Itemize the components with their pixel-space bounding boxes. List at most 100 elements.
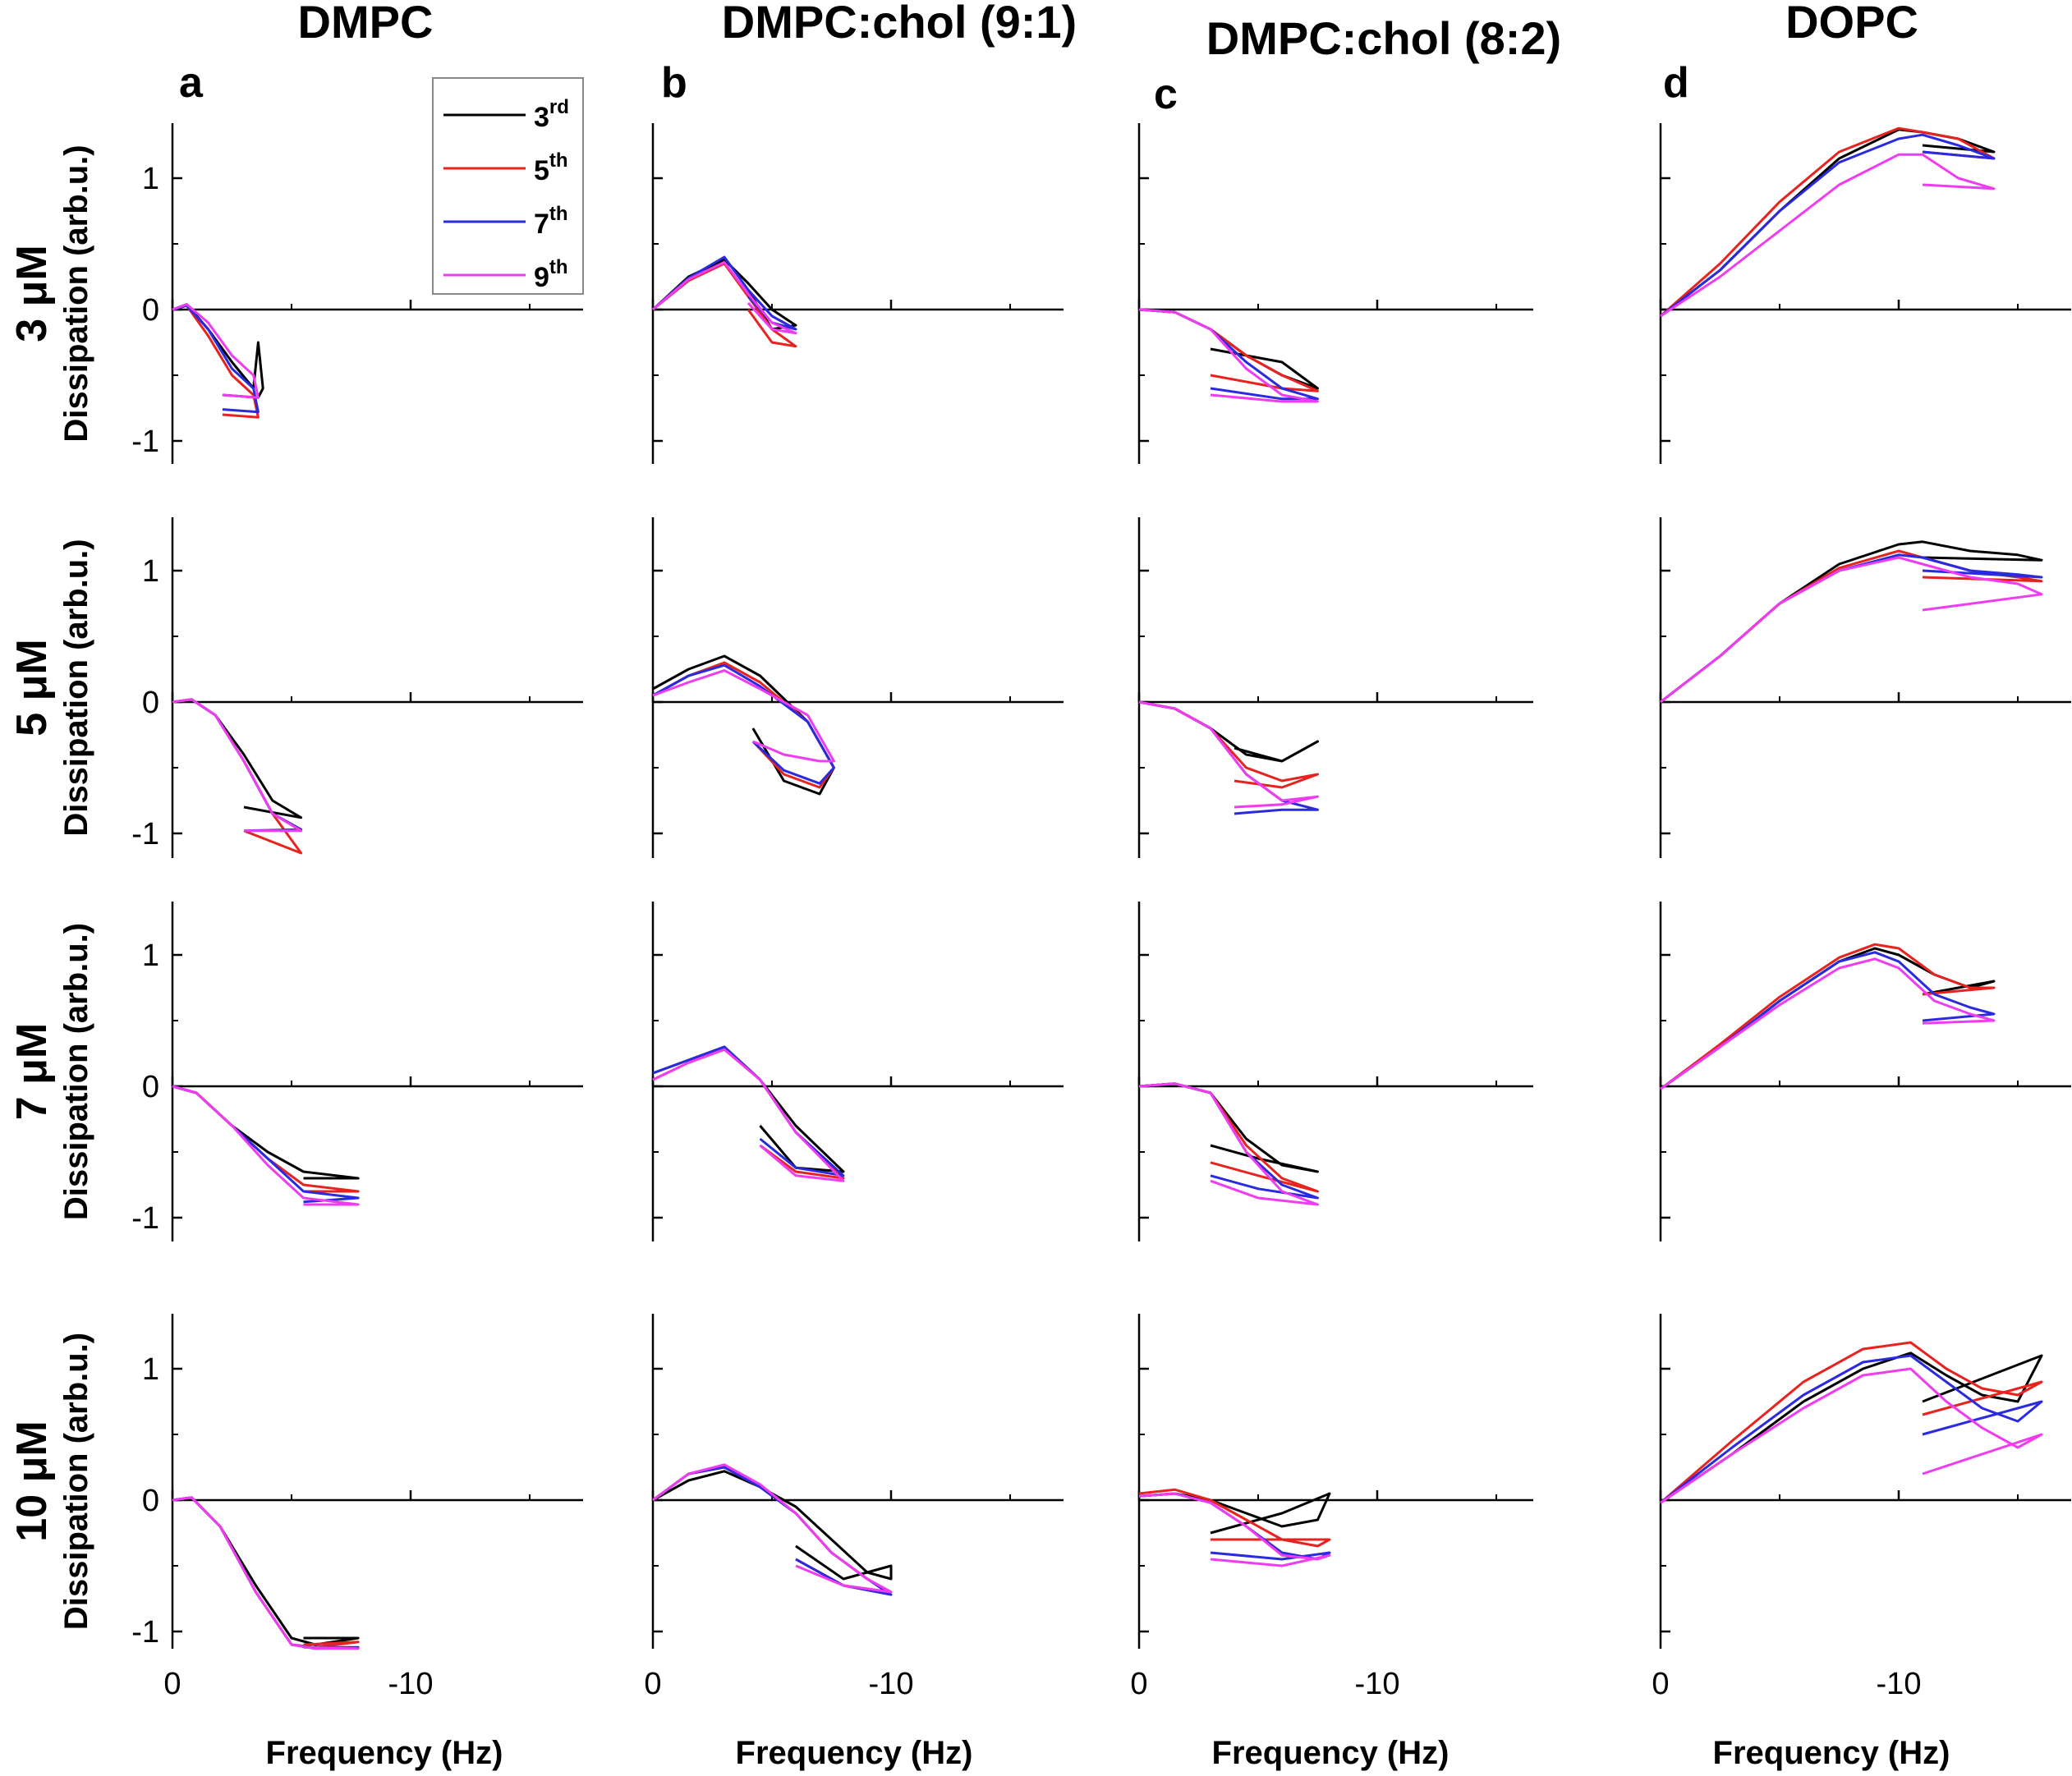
- panel-letter-a: a: [179, 59, 204, 107]
- x-axis-label: Frequency (Hz): [736, 1735, 973, 1771]
- legend-label-sup: rd: [549, 96, 569, 118]
- legend-label-base: 3: [534, 102, 549, 133]
- series-line-3rd: [1660, 128, 1996, 318]
- y-axis-label: Dissipation (arb.u.): [58, 539, 94, 836]
- series-line-3rd: [172, 698, 303, 819]
- panel-r2-c3: [1659, 902, 2071, 1241]
- series-line-9th: [172, 1085, 360, 1206]
- y-axis-label: Dissipation (arb.u.): [58, 923, 94, 1220]
- series-line-7th: [1660, 951, 1996, 1090]
- panel-r0-c1: [651, 123, 1064, 464]
- series-line-5th: [652, 262, 797, 348]
- y-axis-label: Dissipation (arb.u.): [58, 145, 94, 442]
- series-line-3rd: [172, 1085, 360, 1180]
- panel-r0-c2: [1137, 123, 1533, 464]
- panel-letters: a b c d: [179, 59, 1689, 118]
- series-line-7th: [172, 1085, 360, 1204]
- panel-r2-c1: [651, 902, 1064, 1241]
- series-line-5th: [172, 1496, 360, 1649]
- series-line-9th: [652, 669, 835, 763]
- x-tick-label: 0: [1130, 1667, 1147, 1701]
- y-tick-label: -1: [131, 424, 159, 459]
- panel-r0-c0: -1 0 1: [131, 123, 583, 464]
- series-line-9th: [172, 698, 303, 833]
- series-line-9th: [1138, 308, 1319, 403]
- series-line-3rd: [1138, 1082, 1319, 1173]
- panel-r1-c2: [1137, 517, 1533, 858]
- legend-label: 3rd: [534, 96, 569, 133]
- series-line-5th: [1138, 1082, 1319, 1193]
- series-line-9th: [1138, 1082, 1319, 1206]
- x-axis-labels: Frequency (Hz) Frequency (Hz) Frequency (H…: [266, 1735, 1950, 1771]
- x-axis-label: Frequency (Hz): [1212, 1735, 1449, 1771]
- panel-r1-c0: -1 0 1: [131, 517, 583, 858]
- y-tick-label: 1: [142, 1352, 159, 1387]
- y-tick-label: 0: [142, 686, 159, 720]
- panel-r0-c3: [1659, 123, 2071, 464]
- x-axis-label: Frequency (Hz): [266, 1735, 503, 1771]
- x-tick-label: 0: [644, 1667, 661, 1701]
- y-tick-label: -1: [131, 1615, 159, 1650]
- y-tick-label: 0: [142, 1484, 159, 1518]
- legend-label-base: 5: [534, 155, 549, 186]
- series-line-5th: [172, 304, 260, 419]
- row-label: 3 μM: [8, 245, 56, 342]
- panel-r2-c2: [1137, 902, 1533, 1241]
- legend-label-sup: th: [549, 256, 568, 278]
- series-line-3rd: [172, 1496, 360, 1646]
- panel-r3-c1: 0 -10: [644, 1314, 1064, 1701]
- series-line-5th: [1138, 1488, 1331, 1548]
- series-line-7th: [172, 1496, 360, 1650]
- series-line-9th: [172, 1496, 360, 1650]
- series-line-3rd: [1660, 1352, 2043, 1504]
- legend-label: 5th: [534, 149, 568, 186]
- row-label: 5 μM: [8, 639, 56, 737]
- legend-label-base: 7: [534, 209, 549, 240]
- panel-r1-c1: [651, 517, 1064, 858]
- y-tick-label: 1: [142, 938, 159, 973]
- panel-r1-c3: [1659, 517, 2071, 858]
- series-line-7th: [1660, 133, 1996, 318]
- series-line-5th: [1660, 943, 1996, 1090]
- series-line-3rd: [652, 1470, 893, 1581]
- x-tick-label: 0: [1652, 1667, 1669, 1701]
- x-tick-label: -10: [869, 1667, 914, 1701]
- series-line-5th: [1660, 126, 1996, 318]
- series-line-5th: [1138, 700, 1319, 789]
- column-title-dmpc: DMPC: [298, 0, 434, 48]
- series-line-7th: [1660, 1354, 2043, 1504]
- series-line-7th: [1138, 308, 1319, 401]
- series-line-7th: [652, 663, 835, 785]
- series-line-9th: [652, 1048, 845, 1182]
- series-line-9th: [172, 303, 260, 399]
- row-label: 7 μM: [8, 1023, 56, 1121]
- row-label: 10 μM: [8, 1420, 56, 1541]
- x-axis-label: Frequency (Hz): [1713, 1735, 1950, 1771]
- panel-letter-c: c: [1154, 71, 1178, 118]
- column-title-dmpc-chol-8-2: DMPC:chol (8:2): [1206, 12, 1561, 64]
- panel-r3-c3: 0 -10: [1652, 1314, 2071, 1701]
- panel-letter-d: d: [1663, 59, 1689, 107]
- column-title-dopc: DOPC: [1785, 0, 1918, 48]
- y-tick-label: 0: [142, 1070, 159, 1104]
- series-line-9th: [1660, 957, 1996, 1090]
- x-tick-label: -10: [388, 1667, 434, 1701]
- series-line-5th: [652, 1466, 893, 1594]
- y-axis-label: Dissipation (arb.u.): [58, 1333, 94, 1630]
- y-tick-label: -1: [131, 1201, 159, 1236]
- series-line-7th: [172, 698, 303, 833]
- y-tick-label: 1: [142, 554, 159, 589]
- panel-r3-c2: 0 -10: [1130, 1314, 1533, 1701]
- legend-label: 7th: [534, 203, 568, 240]
- y-tick-label: -1: [131, 817, 159, 851]
- panel-letter-b: b: [661, 59, 687, 107]
- series-line-9th: [1138, 1492, 1331, 1567]
- series-line-5th: [1660, 1341, 2043, 1504]
- series-line-9th: [1660, 556, 2043, 704]
- series-line-9th: [1660, 153, 1996, 318]
- x-tick-label: -10: [1877, 1667, 1922, 1701]
- series-line-9th: [1660, 1367, 2043, 1504]
- y-tick-label: 0: [142, 293, 159, 328]
